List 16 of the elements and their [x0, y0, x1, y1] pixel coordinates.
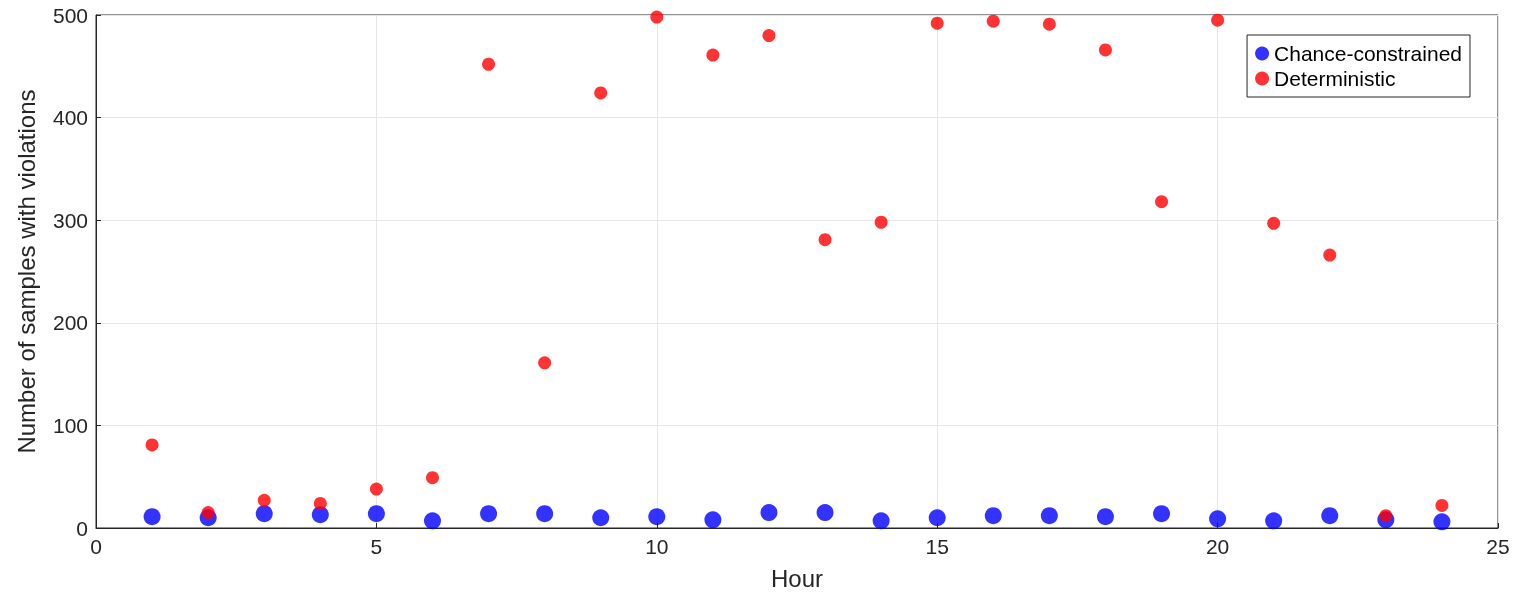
- y-tick-label: 500: [52, 3, 88, 27]
- legend-label: Deterministic: [1274, 67, 1396, 90]
- x-tick-label: 0: [90, 535, 102, 558]
- x-tick-label: 10: [645, 535, 669, 558]
- x-tick-label: 15: [925, 535, 949, 558]
- x-tick-label: 25: [1486, 535, 1510, 558]
- y-tick-label: 100: [52, 413, 88, 437]
- y-tick-label: 0: [76, 516, 88, 540]
- y-tick-label: 400: [52, 106, 88, 130]
- y-tick-label: 200: [52, 311, 88, 335]
- legend-label: Chance-constrained: [1274, 42, 1463, 65]
- x-tick-label: 5: [370, 535, 383, 558]
- y-tick-label: 300: [52, 208, 88, 232]
- x-tick-label: 20: [1205, 535, 1230, 558]
- y-axis-title: Number of samples with violations: [12, 89, 40, 454]
- x-axis-title: Hour: [770, 564, 824, 592]
